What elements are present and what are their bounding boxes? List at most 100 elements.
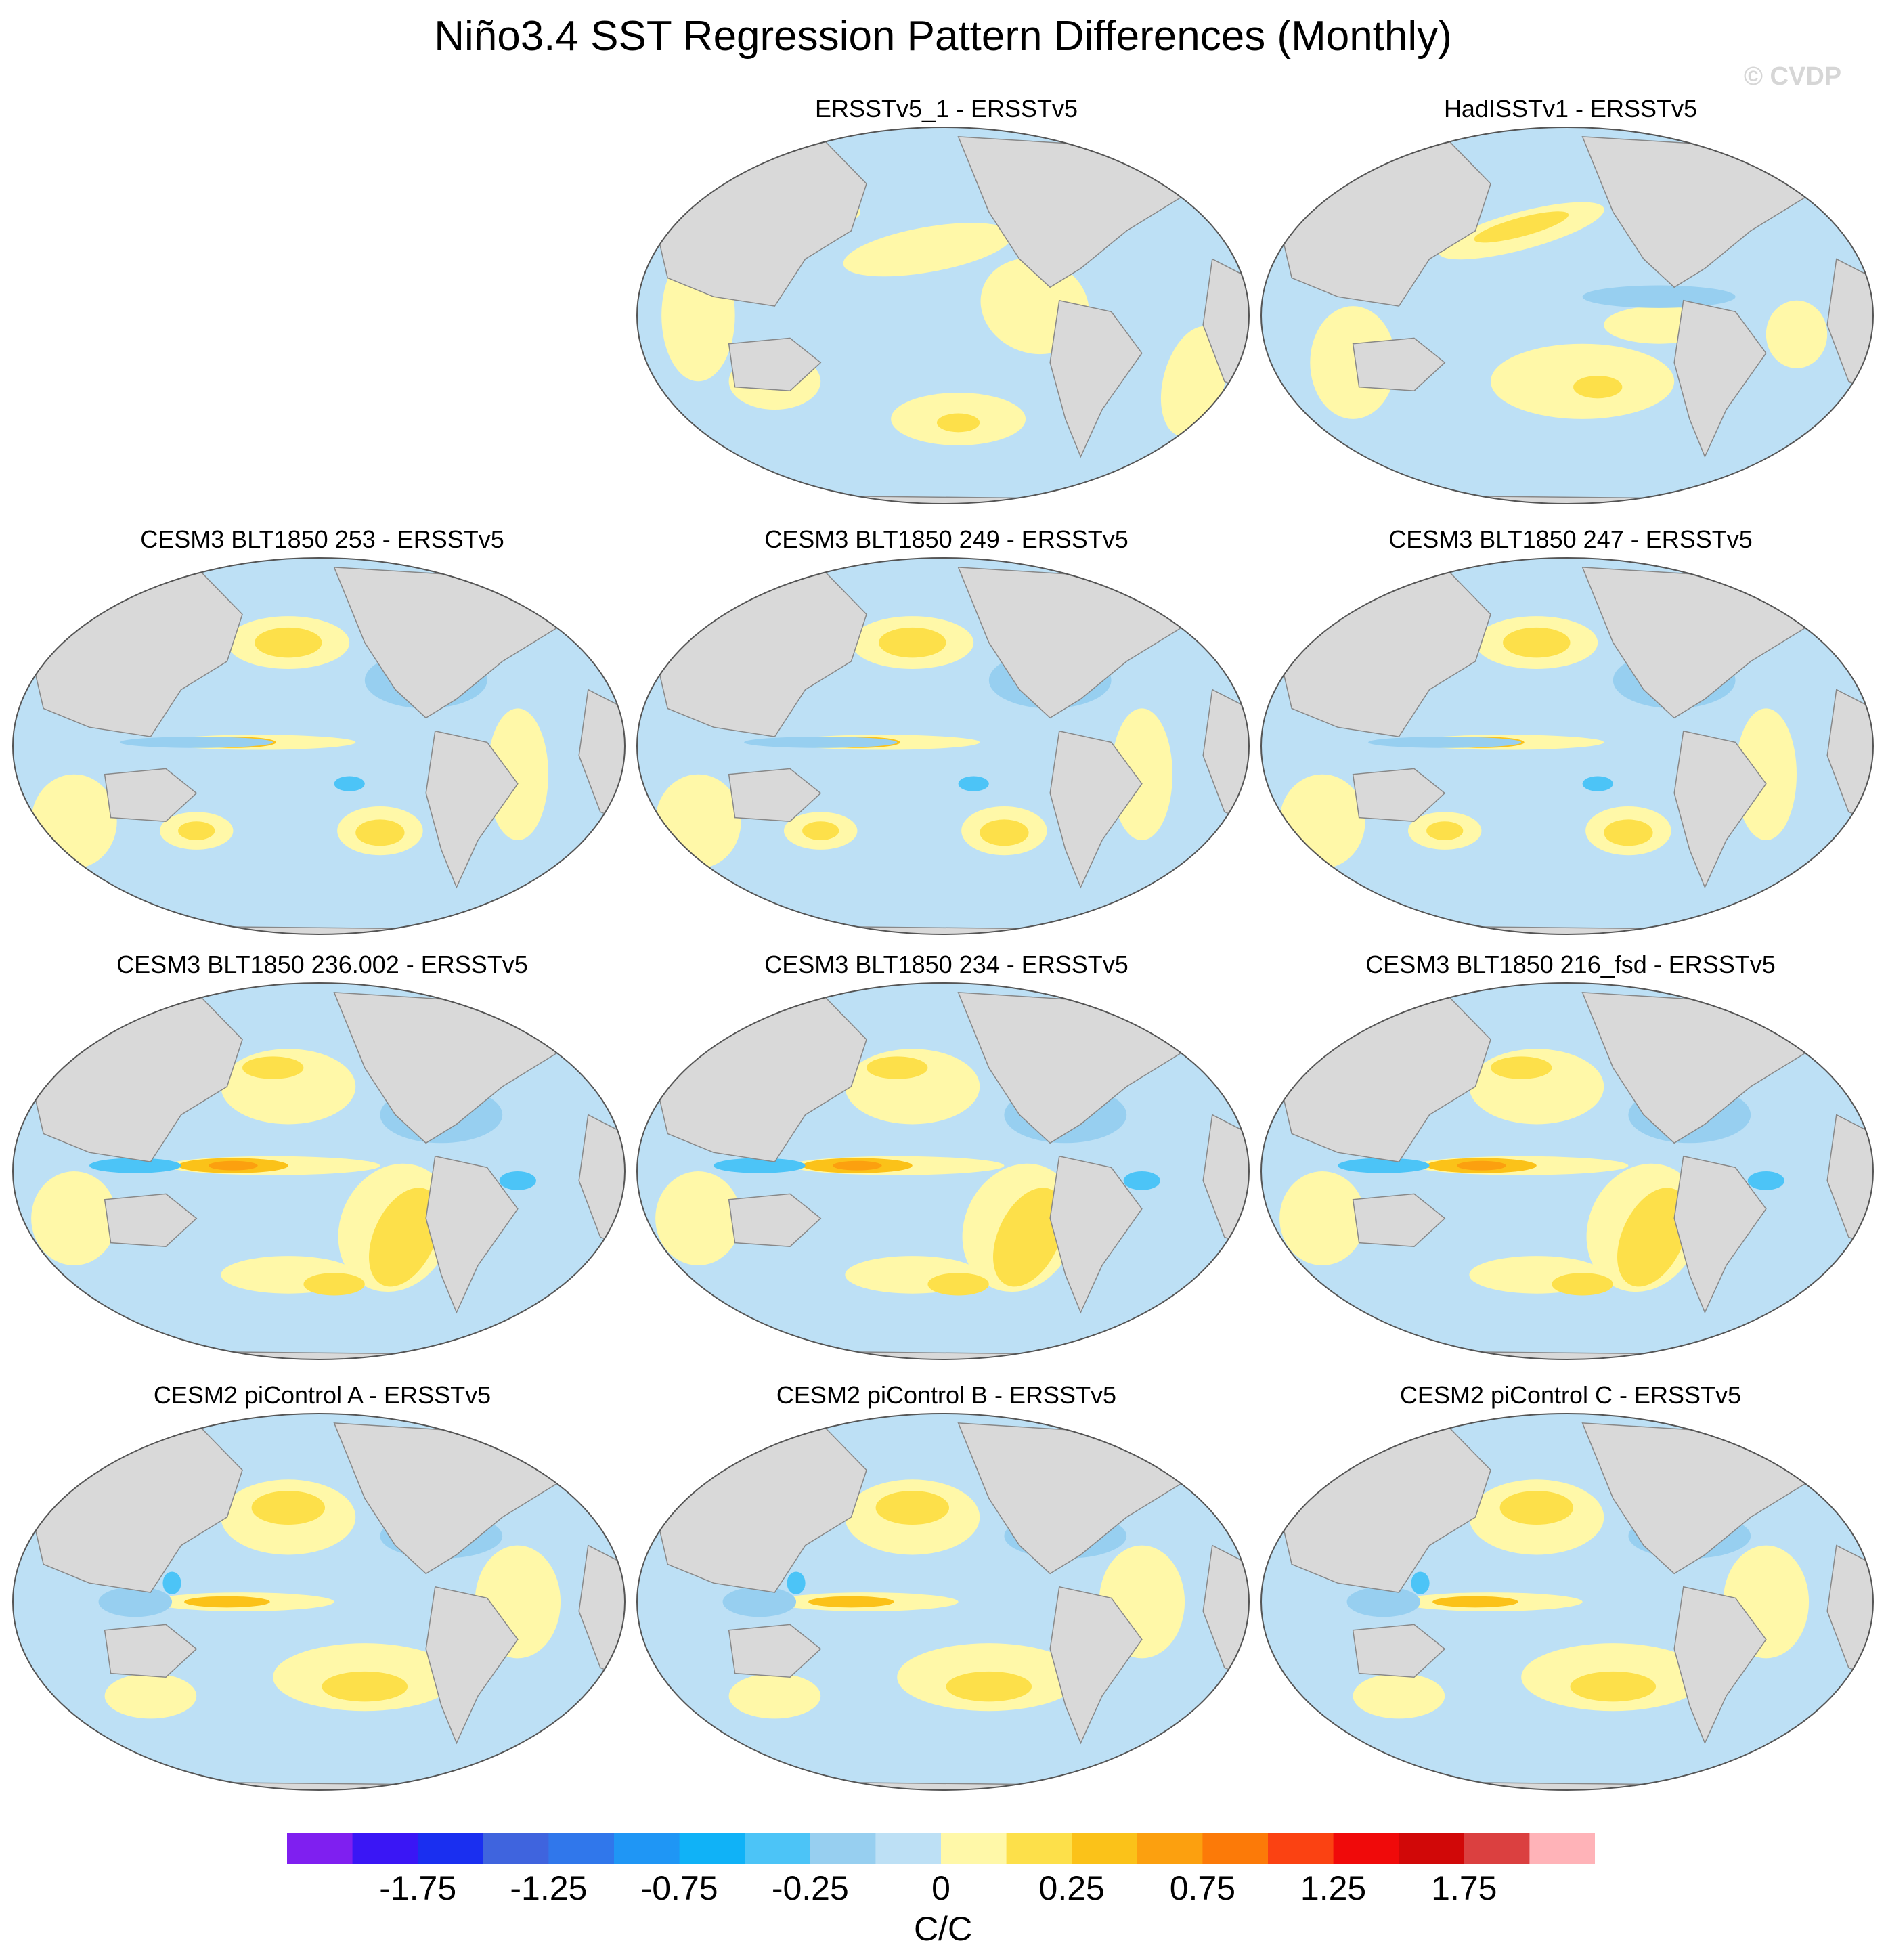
land-mass [1352,1193,1446,1247]
anomaly-contour [1582,776,1613,791]
anomaly-contour [1491,1056,1552,1079]
anomaly-contour [178,821,215,840]
robinson-map [1260,127,1874,504]
watermark: © CVDP [1744,62,1842,91]
map-panel: CESM3 BLT1850 249 - ERSSTv5 [635,525,1258,945]
land-mass [728,337,822,391]
anomaly-contour [722,1586,797,1617]
colorbar-tick-label: 0.75 [1169,1869,1236,1907]
colorbar-segment [352,1833,418,1864]
anomaly-contour [1279,774,1365,869]
anomaly-contour [808,1596,894,1608]
anomaly-contour [1310,306,1396,419]
anomaly-contour [879,627,946,658]
land-mass [1049,299,1143,458]
map-panel: CESM2 piControl B - ERSSTv5 [635,1381,1258,1801]
panel-title: CESM2 piControl C - ERSSTv5 [1399,1381,1742,1409]
anomaly-contour [162,1571,181,1594]
colorbar-tick-labels: -1.75 -1.25 -0.75 -0.25 0 0.25 0.75 1.25 1.75 [287,1869,1595,1909]
anomaly-contour [787,1571,806,1594]
anomaly-contour [303,1273,365,1296]
land-mass [425,1155,519,1314]
anomaly-contour [1279,1171,1365,1265]
colorbar-tick-label: 1.75 [1431,1869,1497,1907]
anomaly-contour [31,774,117,869]
anomaly-contour [867,1056,928,1079]
land-mass [1673,1586,1767,1745]
anomaly-contour [1474,211,1569,243]
map-panel: CESM3 BLT1850 253 - ERSSTv5 [11,525,634,945]
robinson-map [12,1413,626,1791]
robinson-map [636,982,1250,1360]
anomaly-contour [946,1671,1032,1702]
anomaly-contour [1503,627,1571,658]
robinson-map [636,127,1250,504]
panel-title: CESM2 piControl A - ERSSTv5 [153,1381,491,1409]
anomaly-contour [184,1596,270,1608]
colorbar-segment [1333,1833,1399,1864]
figure-title: Niño3.4 SST Regression Pattern Differenc… [434,13,1452,60]
robinson-map [636,1413,1250,1791]
map-panel: CESM3 BLT1850 236.002 - ERSSTv5 [11,951,634,1370]
colorbar-segment [745,1833,811,1864]
anomaly-contour [1432,1596,1518,1608]
anomaly-contour [980,819,1029,846]
robinson-map [12,982,626,1360]
land-mass [1049,730,1143,889]
anomaly-contour [1368,737,1522,748]
anomaly-contour [875,1490,950,1525]
panel-title: CESM3 BLT1850 249 - ERSSTv5 [764,525,1128,553]
anomaly-contour [744,737,898,748]
anomaly-contour [1766,300,1828,368]
panel-title: CESM2 piControl B - ERSSTv5 [776,1381,1117,1409]
land-mass [104,768,198,822]
land-mass [1352,768,1446,822]
panel-title: CESM3 BLT1850 247 - ERSSTv5 [1388,525,1753,553]
anomaly-contour [1346,1586,1421,1617]
map-border [12,982,626,1360]
colorbar-tick-label: 1.25 [1300,1869,1367,1907]
colorbar-tick-label: -0.25 [771,1869,849,1907]
colorbar-segment [1268,1833,1334,1864]
anomaly-contour [1552,1273,1613,1296]
land-mass [1352,337,1446,391]
anomaly-contour [993,1188,1065,1287]
colorbar-segment [1529,1833,1595,1864]
robinson-map [12,557,626,935]
map-panel: CESM2 piControl C - ERSSTv5 [1259,1381,1882,1801]
map-border [636,557,1250,935]
anomaly-contour [104,1673,197,1719]
land-mass [1673,730,1767,889]
colorbar [287,1833,1595,1864]
land-mass [728,1193,822,1247]
anomaly-contour [1353,1673,1445,1719]
anomaly-contour [1573,375,1623,399]
anomaly-contour [1457,1160,1506,1171]
anomaly-contour [1411,1571,1430,1594]
colorbar-unit: C/C [913,1910,973,1948]
colorbar-tick-label: -1.25 [510,1869,588,1907]
anomaly-contour [1499,1490,1574,1525]
anomaly-contour [89,1158,181,1173]
land-mass [1673,299,1767,458]
anomaly-contour [714,1158,806,1173]
robinson-map [1260,557,1874,935]
anomaly-contour [728,1673,821,1719]
anomaly-contour [927,1273,989,1296]
colorbar-segment [1072,1833,1138,1864]
anomaly-contour [1338,1158,1430,1173]
panel-title: CESM3 BLT1850 216_fsd - ERSSTv5 [1365,951,1776,978]
colorbar-segment [1202,1833,1269,1864]
map-panel: CESM3 BLT1850 234 - ERSSTv5 [635,951,1258,1370]
anomaly-contour [369,1188,441,1287]
robinson-map [636,557,1250,935]
anomaly-contour [958,776,989,791]
anomaly-contour [802,821,839,840]
map-panel: CESM3 BLT1850 216_fsd - ERSSTv5 [1259,951,1882,1370]
anomaly-contour [1735,708,1797,840]
map-border [1260,1413,1874,1791]
colorbar-segment [875,1833,942,1864]
anomaly-contour [322,1671,408,1702]
anomaly-contour [1570,1671,1657,1702]
panel-title: CESM3 BLT1850 236.002 - ERSSTv5 [116,951,528,978]
